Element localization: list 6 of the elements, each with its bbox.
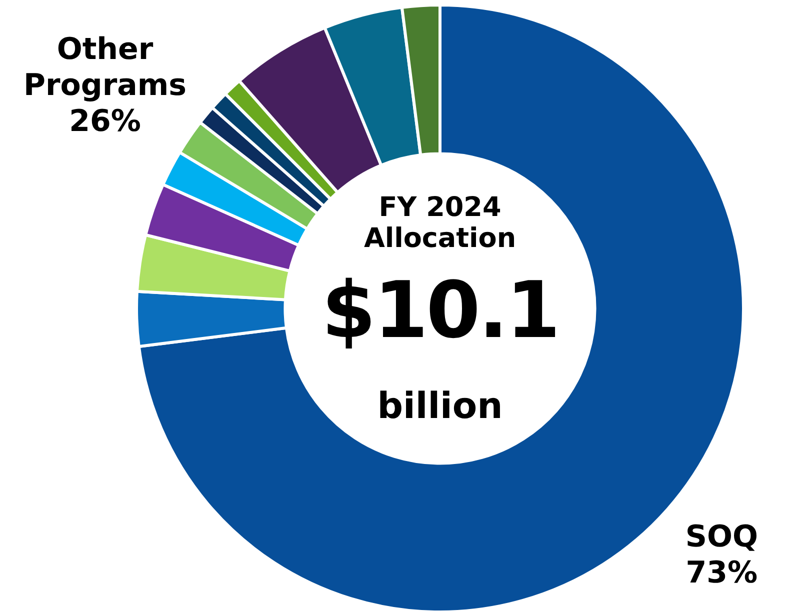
text: billion [376,386,504,428]
data-label: 73% [686,556,758,591]
text: FY 2024 Allocation [362,192,518,254]
slice-label: SOQ [685,520,758,555]
text: Other Programs 26% [22,32,188,140]
text: $10.1 [320,266,560,356]
